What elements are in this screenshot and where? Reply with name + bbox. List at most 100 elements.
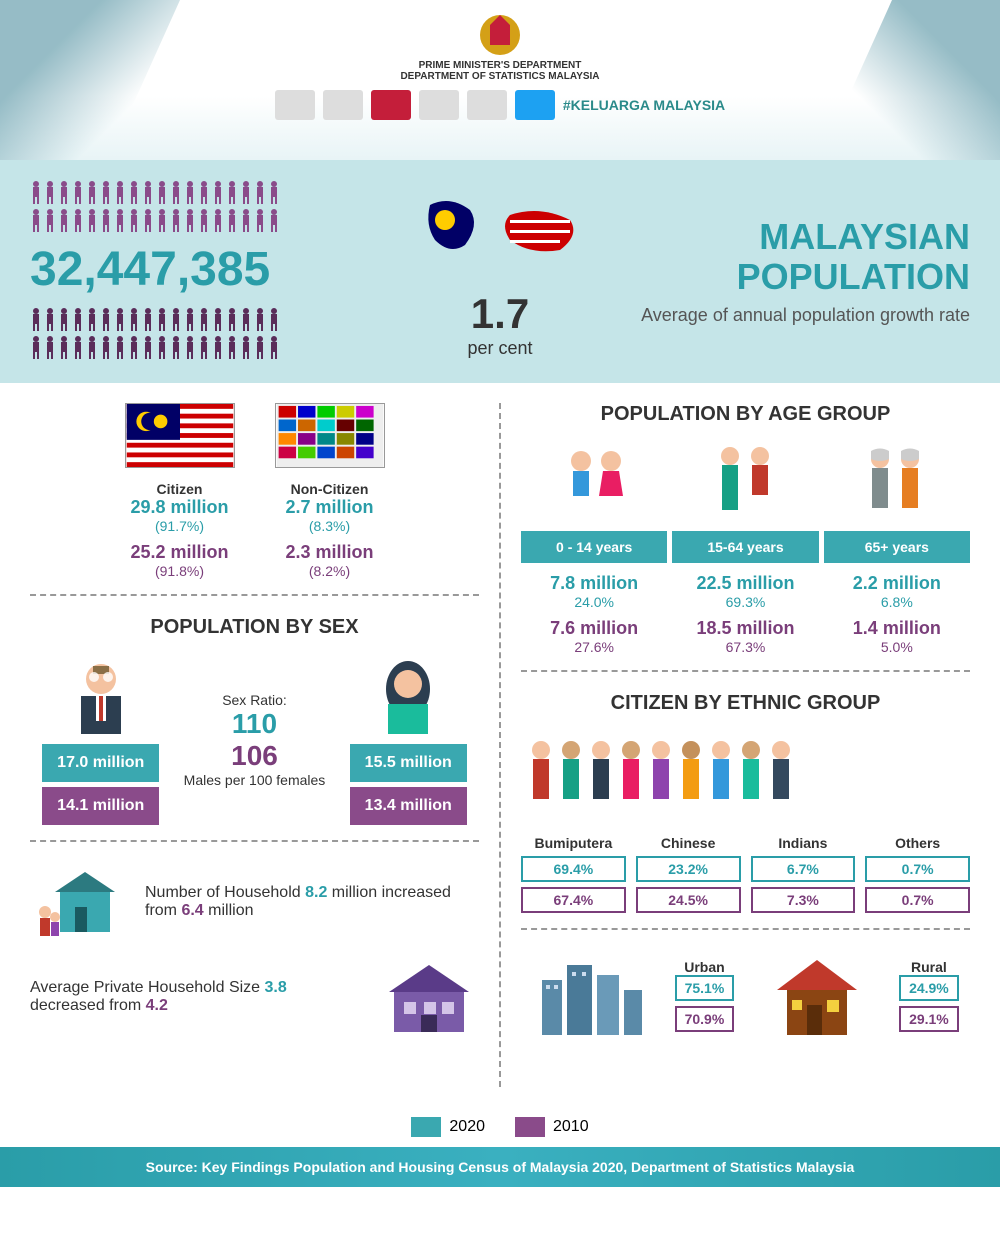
urban-rural-section: Urban 75.1% 70.9% Rural 24.9% 29.1%: [521, 950, 970, 1055]
person-icon: [184, 307, 196, 331]
person-icon: [114, 335, 126, 359]
header: PRIME MINISTER'S DEPARTMENT DEPARTMENT O…: [0, 0, 1000, 160]
age-2020-pct: 69.3%: [672, 594, 818, 610]
person-icon: [128, 335, 140, 359]
person-icon: [240, 307, 252, 331]
citizen-2020-val: 29.8 million: [125, 497, 235, 518]
person-icon: [170, 180, 182, 204]
person-icon: [72, 307, 84, 331]
person-icon: [254, 307, 266, 331]
person-icon: [240, 335, 252, 359]
world-flags-icon: [275, 403, 385, 468]
male-2020: 17.0 million: [42, 744, 159, 782]
person-icon: [142, 180, 154, 204]
col-right: POPULATION BY AGE GROUP 0 - 14 years15-6…: [499, 403, 970, 1087]
crest-icon: [475, 10, 525, 60]
female-2010: 13.4 million: [350, 787, 467, 825]
person-icon: [212, 208, 224, 232]
sex-ratio: Sex Ratio: 110 106 Males per 100 females: [184, 692, 326, 788]
ethnic-label: Others: [865, 835, 970, 851]
ethnic-col: Others0.7%0.7%: [865, 835, 970, 913]
dept-line1: PRIME MINISTER'S DEPARTMENT: [419, 60, 582, 71]
partner-logo: [515, 90, 555, 120]
partner-logo: [371, 90, 411, 120]
person-icon: [114, 180, 126, 204]
ethnic-2010: 0.7%: [865, 887, 970, 913]
age-stat-col: 2.2 million6.8%1.4 million5.0%: [824, 573, 970, 655]
rural-2010: 29.1%: [899, 1006, 959, 1032]
male-2010: 14.1 million: [42, 787, 159, 825]
person-icon: [226, 208, 238, 232]
partner-logo: [467, 90, 507, 120]
citizen-col: Citizen 29.8 million (91.7%) 25.2 millio…: [125, 403, 235, 579]
ethnic-2020: 69.4%: [521, 856, 626, 882]
ratio-2010: 106: [184, 740, 326, 772]
legend-2020: 2020: [411, 1117, 485, 1137]
age-2020-pct: 6.8%: [824, 594, 970, 610]
age-2010-pct: 5.0%: [824, 639, 970, 655]
person-icon: [142, 208, 154, 232]
header-decor-right: [820, 0, 1000, 160]
ethnic-label: Bumiputera: [521, 835, 626, 851]
urban-2020: 75.1%: [675, 975, 735, 1001]
age-2020-pct: 24.0%: [521, 594, 667, 610]
h1-v1: 8.2: [305, 884, 327, 901]
age-tab: 65+ years: [824, 531, 970, 563]
person-icon: [268, 307, 280, 331]
person-icon: [198, 307, 210, 331]
dept-line2: DEPARTMENT OF STATISTICS MALAYSIA: [400, 71, 599, 82]
age-stat-col: 7.8 million24.0%7.6 million27.6%: [521, 573, 667, 655]
person-icon: [170, 208, 182, 232]
person-icon: [226, 335, 238, 359]
sex-title: POPULATION BY SEX: [30, 616, 479, 639]
ethnic-title: CITIZEN BY ETHNIC GROUP: [521, 692, 970, 715]
person-icon: [86, 180, 98, 204]
ethnic-label: Chinese: [636, 835, 741, 851]
person-icon: [142, 307, 154, 331]
person-icon: [156, 180, 168, 204]
header-decor-left: [0, 0, 180, 160]
hero-center: 1.7 per cent: [400, 185, 600, 359]
ratio-label: Sex Ratio:: [184, 692, 326, 708]
ethnic-col: Indians6.7%7.3%: [751, 835, 856, 913]
person-icon: [240, 180, 252, 204]
rural-label: Rural: [899, 959, 959, 975]
noncitizen-col: Non-Citizen 2.7 million (8.3%) 2.3 milli…: [275, 403, 385, 579]
ethnic-col: Chinese23.2%24.5%: [636, 835, 741, 913]
person-icon: [212, 180, 224, 204]
legend-teal-swatch: [411, 1117, 441, 1137]
person-icon: [128, 180, 140, 204]
person-icon: [184, 335, 196, 359]
rural-house-icon: [757, 950, 877, 1040]
male-avatar-icon: [61, 654, 141, 734]
person-icon: [58, 335, 70, 359]
children-icon: [556, 441, 636, 521]
person-icon: [30, 180, 42, 204]
citizen-label: Citizen: [125, 481, 235, 497]
growth-unit: per cent: [400, 338, 600, 359]
legend-2020-label: 2020: [449, 1118, 485, 1136]
person-icon: [86, 307, 98, 331]
female-col: 15.5 million 13.4 million: [350, 654, 467, 825]
title-line1: MALAYSIAN: [630, 217, 970, 257]
person-icon: [100, 335, 112, 359]
age-2010-pct: 67.3%: [672, 639, 818, 655]
noncitizen-2010-val: 2.3 million: [275, 542, 385, 563]
malaysia-flag-icon: [125, 403, 235, 468]
h2-mid: decreased from: [30, 997, 146, 1014]
person-icon: [212, 307, 224, 331]
person-icon: [30, 208, 42, 232]
partner-logo: [275, 90, 315, 120]
person-icon: [72, 180, 84, 204]
urban-col: Urban 75.1% 70.9%: [675, 959, 735, 1032]
person-icon: [128, 307, 140, 331]
hero: 32,447,385 1.7 per cent MALAYSIAN POPULA…: [0, 160, 1000, 383]
age-title: POPULATION BY AGE GROUP: [521, 403, 970, 426]
age-section: POPULATION BY AGE GROUP 0 - 14 years15-6…: [521, 403, 970, 672]
person-icon: [198, 208, 210, 232]
person-icon: [268, 335, 280, 359]
noncitizen-label: Non-Citizen: [275, 481, 385, 497]
person-icon: [254, 208, 266, 232]
age-2020-val: 7.8 million: [521, 573, 667, 594]
person-icon: [72, 335, 84, 359]
